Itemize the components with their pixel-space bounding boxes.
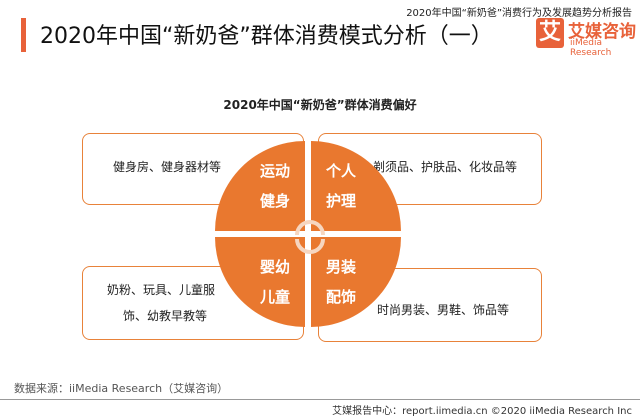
quadrant-label: 配饰	[325, 288, 356, 306]
logo-cn: 艾媒咨询	[568, 22, 636, 42]
data-source: 数据来源：iiMedia Research（艾媒咨询）	[14, 382, 229, 395]
detail-text: 健身房、健身器材等	[113, 160, 222, 174]
quadrant-label: 儿童	[259, 288, 290, 306]
diagram-title: 2020年中国“新奶爸”群体消费偏好	[223, 98, 417, 112]
report-name: 2020年中国“新奶爸”消费行为及发展趋势分析报告	[406, 8, 632, 19]
footer-copyright: 艾媒报告中心：report.iimedia.cn ©2020 iiMedia R…	[332, 406, 632, 417]
detail-text: 时尚男装、男鞋、饰品等	[377, 303, 510, 317]
quadrant-label: 男装	[325, 258, 356, 276]
quadrant-label: 护理	[325, 192, 356, 210]
logo-en: iiMedia Research	[570, 38, 612, 58]
title-accent-bar	[21, 18, 26, 52]
detail-text-1: 奶粉、玩具、儿童服	[107, 283, 216, 297]
footer-divider	[0, 399, 640, 400]
quadrant-label: 运动	[259, 162, 290, 180]
quadrant-label: 婴幼	[259, 258, 290, 276]
quadrant-label: 个人	[325, 162, 356, 180]
detail-text-2: 饰、幼教早教等	[123, 309, 208, 323]
detail-text: 剃须品、护肤品、化妆品等	[373, 160, 518, 174]
logo-icon: 艾	[536, 18, 564, 48]
quadrant-label: 健身	[259, 192, 290, 210]
quadrant-fitness: 运动 健身	[215, 141, 305, 231]
cycle-arrows-icon	[295, 220, 325, 254]
quadrant-personal-care: 个人 护理	[311, 141, 401, 231]
page-title: 2020年中国“新奶爸”群体消费模式分析（一）	[40, 24, 493, 49]
